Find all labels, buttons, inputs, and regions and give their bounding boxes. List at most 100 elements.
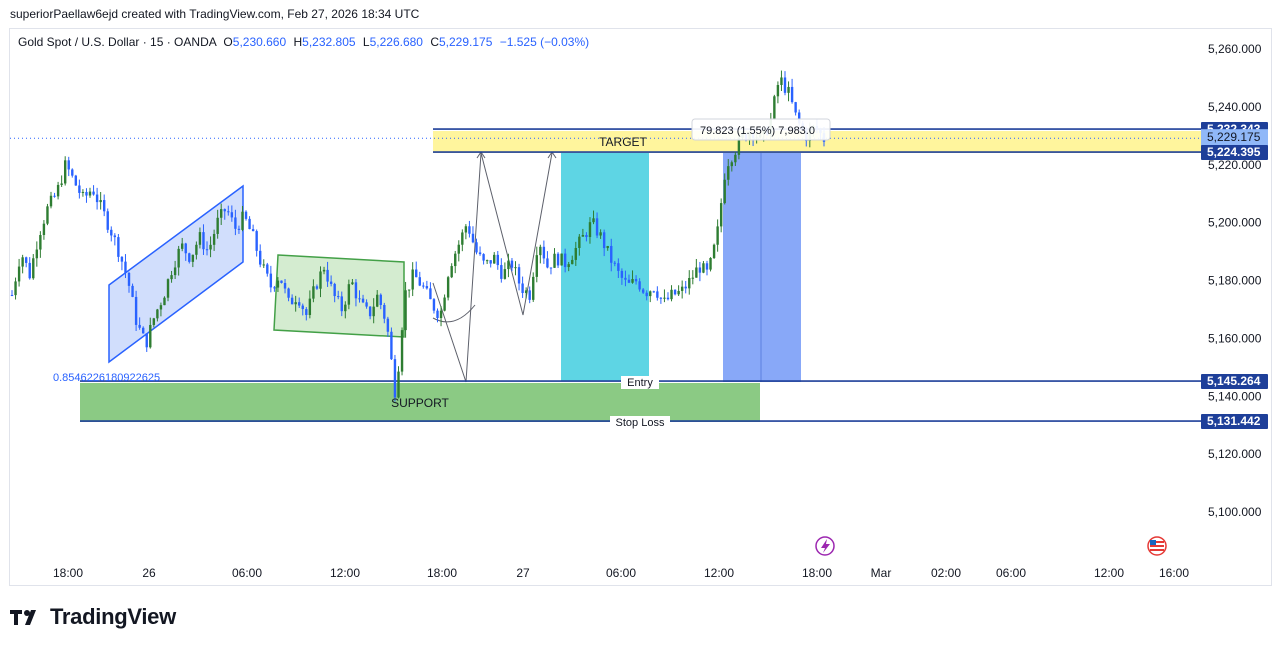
candle (436, 308, 439, 323)
candle-body (634, 278, 638, 282)
candle-body (156, 309, 159, 319)
candle-body (191, 254, 195, 262)
candle (191, 254, 195, 268)
candle (794, 101, 797, 116)
price-tag (1201, 145, 1268, 161)
candle (17, 258, 21, 287)
candle-body (305, 309, 308, 315)
target-label: TARGET (599, 135, 647, 149)
candle-body (716, 226, 719, 245)
candle (173, 260, 177, 280)
candle (159, 302, 163, 317)
candle-body (496, 254, 499, 266)
candle (301, 303, 304, 316)
support-zone[interactable] (80, 383, 760, 422)
candle (397, 366, 400, 399)
candle (113, 233, 117, 246)
price-axis[interactable]: 5,260.000 5,240.000 5,220.000 5,200.000 5,18… (1208, 42, 1262, 519)
candle-body (184, 243, 187, 254)
candle (131, 283, 134, 298)
candle-body (734, 154, 737, 163)
candle (638, 278, 641, 292)
current-price-tag-text: 5,229.175 (1207, 130, 1261, 144)
zigzag-path[interactable] (432, 152, 553, 383)
cyan-zone[interactable] (561, 153, 649, 381)
candle-body (489, 260, 492, 264)
candle-body (507, 260, 510, 270)
candle-body (63, 160, 67, 184)
x-tick-label: 27 (516, 566, 530, 580)
chart-frame (9, 28, 1272, 586)
candle (716, 219, 719, 252)
candle (198, 227, 202, 249)
target-zone[interactable] (433, 131, 1201, 153)
candle-body (468, 226, 471, 234)
curve-path[interactable] (432, 304, 476, 323)
candle (145, 333, 148, 352)
candle (610, 238, 613, 272)
tradingview-logo-icon (10, 610, 36, 625)
candle (535, 246, 538, 283)
candle-body (312, 286, 315, 299)
candle (521, 276, 524, 298)
candle (496, 251, 499, 270)
candle-body (209, 244, 212, 250)
candle (684, 280, 687, 294)
candle (734, 152, 737, 167)
candle (368, 306, 372, 320)
candle-body (493, 254, 496, 264)
candle (283, 279, 287, 294)
time-axis[interactable]: 18:00 26 06:00 12:00 18:00 27 06:00 12:00 18:00 M… (53, 566, 1189, 580)
candle-body (610, 245, 613, 263)
candle (287, 287, 290, 302)
candle (237, 225, 241, 234)
candle (500, 258, 503, 283)
candle (581, 228, 585, 237)
candle-body (248, 218, 251, 230)
candle (60, 175, 63, 188)
candle (354, 279, 358, 307)
candle (602, 229, 606, 257)
open-value: 5,230.660 (232, 35, 287, 49)
candle (10, 290, 14, 297)
candle (365, 299, 368, 309)
candle (656, 286, 659, 301)
candle (39, 231, 42, 258)
candle-body (372, 306, 375, 317)
x-tick-label: 18:00 (802, 566, 832, 580)
x-tick-label: 12:00 (704, 566, 734, 580)
consolidation-box[interactable] (273, 254, 405, 338)
tradingview-brand[interactable]: TradingView (10, 604, 176, 630)
candle (216, 209, 219, 239)
candle (450, 263, 453, 279)
candle-body (319, 271, 322, 289)
candle-body (294, 302, 297, 305)
candle-body (656, 291, 659, 298)
candle-body (354, 282, 358, 299)
candle-body (422, 285, 425, 287)
candle (14, 277, 17, 300)
candle (482, 253, 485, 265)
x-tick-label: 26 (142, 566, 156, 580)
candle-body (85, 191, 88, 196)
candle (74, 174, 78, 186)
candle-body (102, 200, 106, 212)
candle (227, 205, 230, 216)
candle-body (432, 299, 436, 311)
candle (563, 248, 567, 273)
candle-body (53, 195, 56, 197)
chart-credit: superiorPaellaw6ejd created with Trading… (10, 7, 420, 21)
candle (177, 245, 180, 276)
candle-body (234, 217, 237, 229)
y-tick-label: 5,160.000 (1208, 331, 1262, 345)
blue-zone[interactable] (723, 153, 801, 382)
candle-body (542, 246, 546, 259)
candle-body (571, 259, 574, 265)
candle (688, 270, 691, 295)
candle-body (138, 324, 141, 328)
candle-body (74, 175, 78, 186)
candle (790, 78, 794, 104)
candle (156, 308, 159, 322)
candle-body (737, 137, 741, 155)
